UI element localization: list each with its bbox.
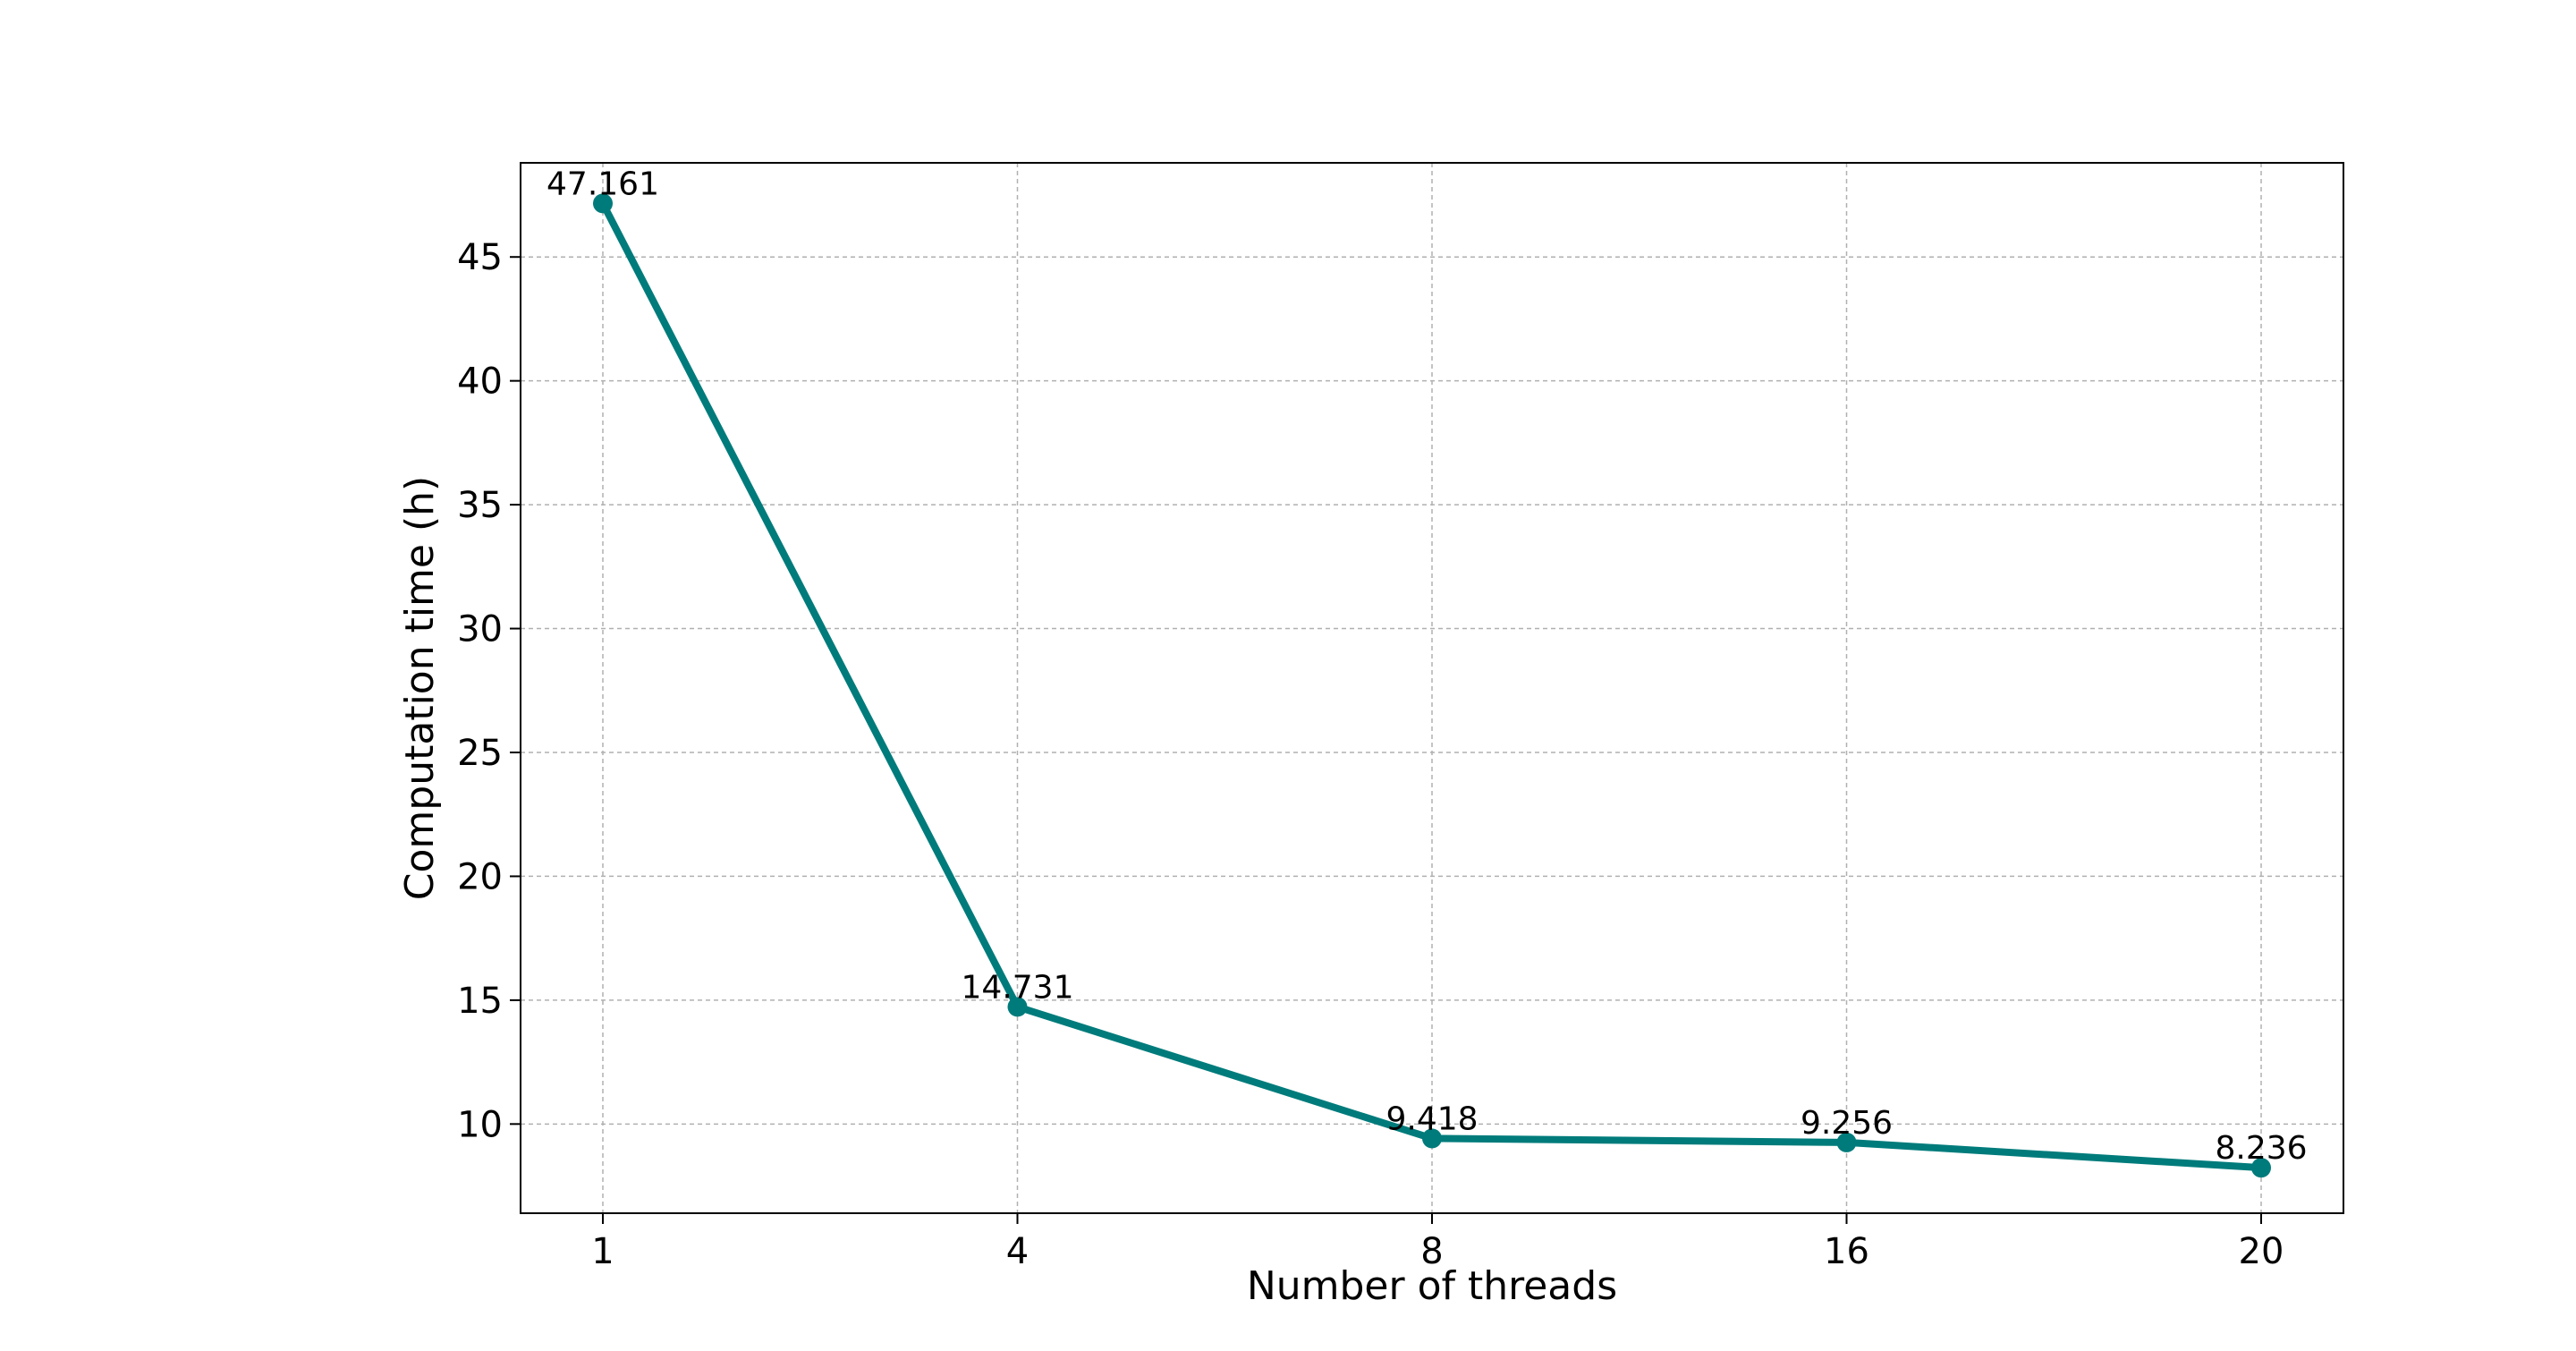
data-point (1836, 1132, 1857, 1152)
y-tick-label: 40 (457, 361, 503, 403)
data-label: 47.161 (547, 166, 659, 202)
data-label: 9.418 (1385, 1100, 1478, 1137)
x-tick-label: 20 (2239, 1231, 2284, 1272)
x-tick-label: 16 (1824, 1231, 1869, 1272)
plot-frame (520, 162, 2344, 1214)
y-tick-label: 15 (457, 981, 503, 1022)
data-point (593, 193, 613, 214)
data-labels: 47.161 14.731 9.418 9.256 8.236 (547, 166, 2308, 1167)
data-point (1007, 997, 1028, 1017)
axes: 10 15 20 25 30 35 40 45 1 4 8 16 20 (457, 237, 2284, 1272)
y-tick-label: 10 (457, 1104, 503, 1145)
x-axis-label: Number of threads (1247, 1263, 1617, 1309)
data-label: 9.256 (1801, 1105, 1893, 1142)
y-tick-label: 20 (457, 856, 503, 897)
x-tick-label: 1 (591, 1231, 614, 1272)
grid (521, 163, 2343, 1213)
y-tick-label: 45 (457, 237, 503, 278)
data-markers (593, 193, 2271, 1178)
y-tick-label: 30 (457, 609, 503, 650)
x-tick-label: 8 (1420, 1231, 1443, 1272)
x-tick-label: 4 (1006, 1231, 1029, 1272)
y-axis-label: Computation time (h) (397, 476, 443, 900)
y-tick-label: 35 (457, 485, 503, 526)
data-point (2251, 1158, 2271, 1178)
data-label: 8.236 (2215, 1130, 2307, 1167)
y-tick-label: 25 (457, 733, 503, 774)
data-point (1422, 1128, 1442, 1149)
data-label: 14.731 (962, 969, 1074, 1006)
